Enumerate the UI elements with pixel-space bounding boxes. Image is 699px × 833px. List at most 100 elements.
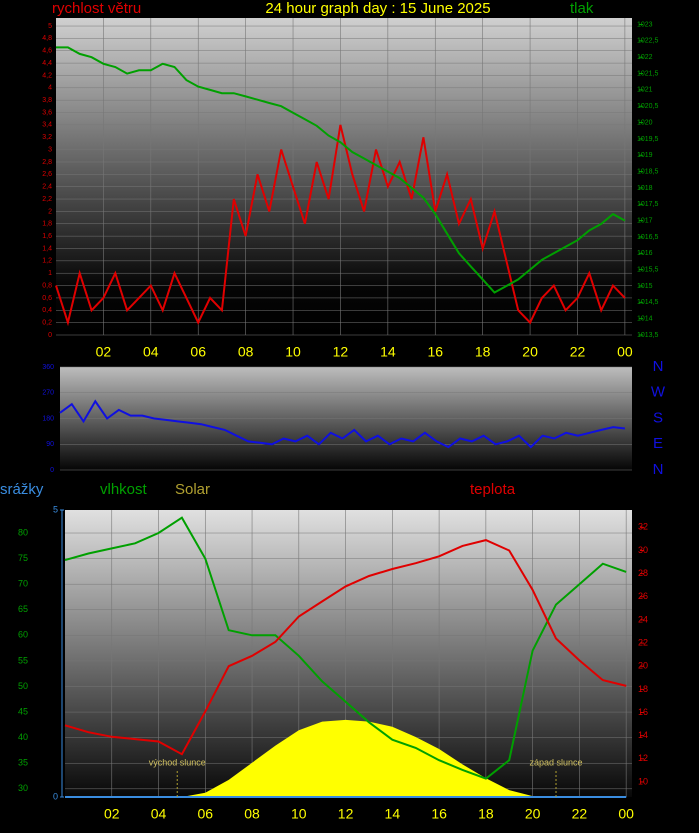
y2-tick-label: 1022 <box>637 54 653 61</box>
y-tick-label: 90 <box>46 441 54 448</box>
y2-tick-label: 1017 <box>637 217 653 224</box>
y-tick-label: 360 <box>42 364 54 371</box>
x-tick-label: 12 <box>333 344 349 360</box>
x-tick-label: 02 <box>104 806 120 822</box>
y2-tick-label: 10 <box>638 776 648 786</box>
y2-tick-label: 1013,5 <box>637 332 659 339</box>
solar-area <box>65 719 627 797</box>
series-line <box>64 539 627 756</box>
y-tick-label: 1,4 <box>42 245 52 252</box>
y-tick-label: 4 <box>48 85 52 92</box>
y-tick-label: 55 <box>18 655 28 665</box>
y2-tick-label: 14 <box>638 730 648 740</box>
y-tick-label: 2,2 <box>42 196 52 203</box>
y2-tick-label: 32 <box>638 522 648 532</box>
x-tick-label: 18 <box>475 344 491 360</box>
y-tick-label: 1,6 <box>42 233 52 240</box>
y-tick-label: 75 <box>18 553 28 563</box>
y2-tick-label: 1017,5 <box>637 201 659 208</box>
x-tick-label: 10 <box>285 344 301 360</box>
x-tick-label: 00 <box>618 806 634 822</box>
x-tick-label: 10 <box>291 806 307 822</box>
y3-tick-label: 0 <box>53 791 58 801</box>
plot-area <box>56 18 632 335</box>
y-tick-label: 35 <box>18 758 28 768</box>
y-tick-label: 180 <box>42 415 54 422</box>
y2-tick-label: 1015 <box>637 283 653 290</box>
series-name: rychlost větru <box>52 0 141 17</box>
y-tick-label: 0,6 <box>42 295 52 302</box>
x-tick-label: 08 <box>238 344 254 360</box>
x-tick-label: 08 <box>244 806 260 822</box>
y2-tick-label: 1018,5 <box>637 168 659 175</box>
y-tick-label: 3 <box>48 146 52 153</box>
series-line <box>59 399 626 449</box>
y-tick-label: 40 <box>18 732 28 742</box>
x-tick-label: 06 <box>197 806 213 822</box>
compass-label: S <box>653 409 663 426</box>
x-tick-label: 14 <box>385 806 401 822</box>
y2-tick-label: 12 <box>638 753 648 763</box>
y-tick-label: 5 <box>48 23 52 30</box>
y-tick-label: 4,2 <box>42 72 52 79</box>
x-tick-label: 12 <box>338 806 354 822</box>
y2-tick-label: 18 <box>638 684 648 694</box>
y2-tick-label: 1018 <box>637 185 653 192</box>
y-tick-label: 45 <box>18 706 28 716</box>
y-tick-label: 60 <box>18 630 28 640</box>
y-tick-label: 4,4 <box>42 60 52 67</box>
y-tick-label: 0 <box>48 332 52 339</box>
y2-tick-label: 1019 <box>637 152 653 159</box>
x-tick-label: 20 <box>522 344 538 360</box>
x-tick-label: 20 <box>525 806 541 822</box>
series-name: Solar <box>175 481 210 498</box>
y2-tick-label: 1015,5 <box>637 266 659 273</box>
y-tick-label: 3,2 <box>42 134 52 141</box>
y-tick-label: 80 <box>18 527 28 537</box>
y-tick-label: 0 <box>50 467 54 474</box>
y-tick-label: 4,6 <box>42 48 52 55</box>
y-tick-label: 0,4 <box>42 307 52 314</box>
x-tick-label: 02 <box>96 344 112 360</box>
y-tick-label: 65 <box>18 604 28 614</box>
compass-label: N <box>653 461 664 478</box>
x-tick-label: 00 <box>617 344 633 360</box>
x-tick-label: 16 <box>427 344 443 360</box>
series-line <box>55 124 626 327</box>
series-name: vlhkost <box>100 481 148 498</box>
y-tick-label: 2,8 <box>42 159 52 166</box>
y-tick-label: 30 <box>18 783 28 793</box>
y2-tick-label: 1020,5 <box>637 103 659 110</box>
series-line <box>56 46 626 294</box>
y2-tick-label: 20 <box>638 661 648 671</box>
y2-tick-label: 1021,5 <box>637 70 659 77</box>
y-tick-label: 0,2 <box>42 319 52 326</box>
x-tick-label: 06 <box>190 344 206 360</box>
series-name: tlak <box>570 0 594 17</box>
y-tick-label: 2 <box>48 208 52 215</box>
annotation-label: východ slunce <box>149 757 206 767</box>
y-tick-label: 3,8 <box>42 97 52 104</box>
series-name: teplota <box>470 481 516 498</box>
x-tick-label: 04 <box>151 806 167 822</box>
y-tick-label: 1 <box>48 270 52 277</box>
y2-tick-label: 16 <box>638 707 648 717</box>
series-line <box>64 516 627 780</box>
y2-tick-label: 1016 <box>637 250 653 257</box>
y2-tick-label: 30 <box>638 545 648 555</box>
y2-tick-label: 1021 <box>637 87 653 94</box>
annotation-label: západ slunce <box>529 757 582 767</box>
chart-title: 24 hour graph day : 15 June 2025 <box>265 0 490 17</box>
y-tick-label: 1,8 <box>42 221 52 228</box>
y-tick-label: 2,6 <box>42 171 52 178</box>
y2-tick-label: 1014,5 <box>637 299 659 306</box>
y-tick-label: 270 <box>42 390 54 397</box>
y2-tick-label: 28 <box>638 568 648 578</box>
y3-tick-label: 5 <box>53 504 58 514</box>
y-tick-label: 3,4 <box>42 122 52 129</box>
y-tick-label: 70 <box>18 579 28 589</box>
compass-label: W <box>651 384 666 401</box>
y2-tick-label: 22 <box>638 637 648 647</box>
y2-tick-label: 1023 <box>637 21 653 28</box>
